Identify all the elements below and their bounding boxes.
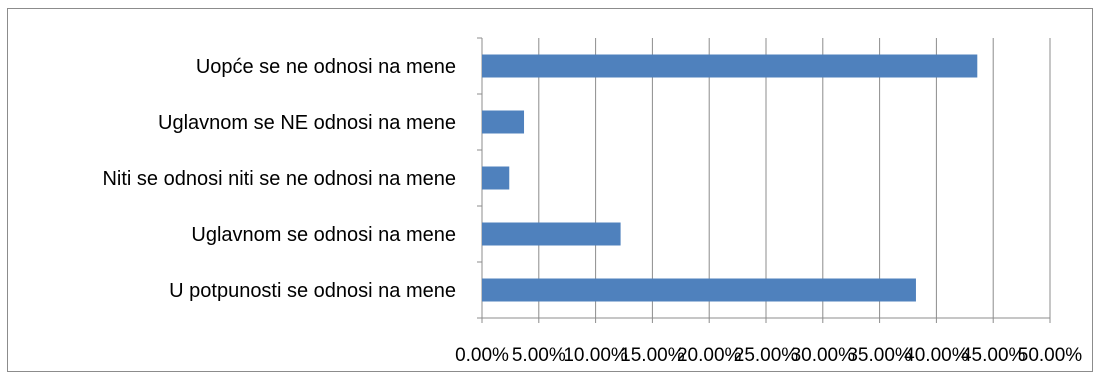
x-tick-label: 0.00% bbox=[455, 345, 509, 366]
bar bbox=[482, 222, 621, 246]
bar bbox=[482, 54, 978, 78]
x-tick-label: 10.00% bbox=[563, 345, 628, 366]
bar bbox=[482, 110, 525, 134]
x-tick-label: 5.00% bbox=[512, 345, 566, 366]
category-label: Uglavnom se NE odnosi na mene bbox=[158, 112, 456, 134]
bars bbox=[482, 54, 978, 302]
bar bbox=[482, 166, 510, 190]
x-tick-label: 35.00% bbox=[847, 345, 912, 366]
category-label: Niti se odnosi niti se ne odnosi na mene bbox=[102, 168, 456, 190]
category-label: U potpunosti se odnosi na mene bbox=[169, 280, 456, 302]
x-tick-label: 20.00% bbox=[677, 345, 742, 366]
category-label: Uglavnom se odnosi na mene bbox=[191, 224, 456, 246]
category-label: Uopće se ne odnosi na mene bbox=[196, 56, 456, 78]
bar bbox=[482, 278, 916, 302]
x-tick-label: 30.00% bbox=[791, 345, 856, 366]
category-labels: U potpunosti se odnosi na mene Uglavnom s… bbox=[102, 56, 456, 302]
x-tick-labels: 0.00% 5.00%10.00%15.00%20.00%25.00%30.00%… bbox=[455, 345, 1082, 366]
x-tick-label: 50.00% bbox=[1018, 345, 1083, 366]
x-tick-label: 40.00% bbox=[904, 345, 969, 366]
gridlines bbox=[538, 38, 1051, 318]
x-tick-label: 25.00% bbox=[734, 345, 799, 366]
x-tick-label: 15.00% bbox=[620, 345, 685, 366]
x-tick-label: 45.00% bbox=[961, 345, 1026, 366]
